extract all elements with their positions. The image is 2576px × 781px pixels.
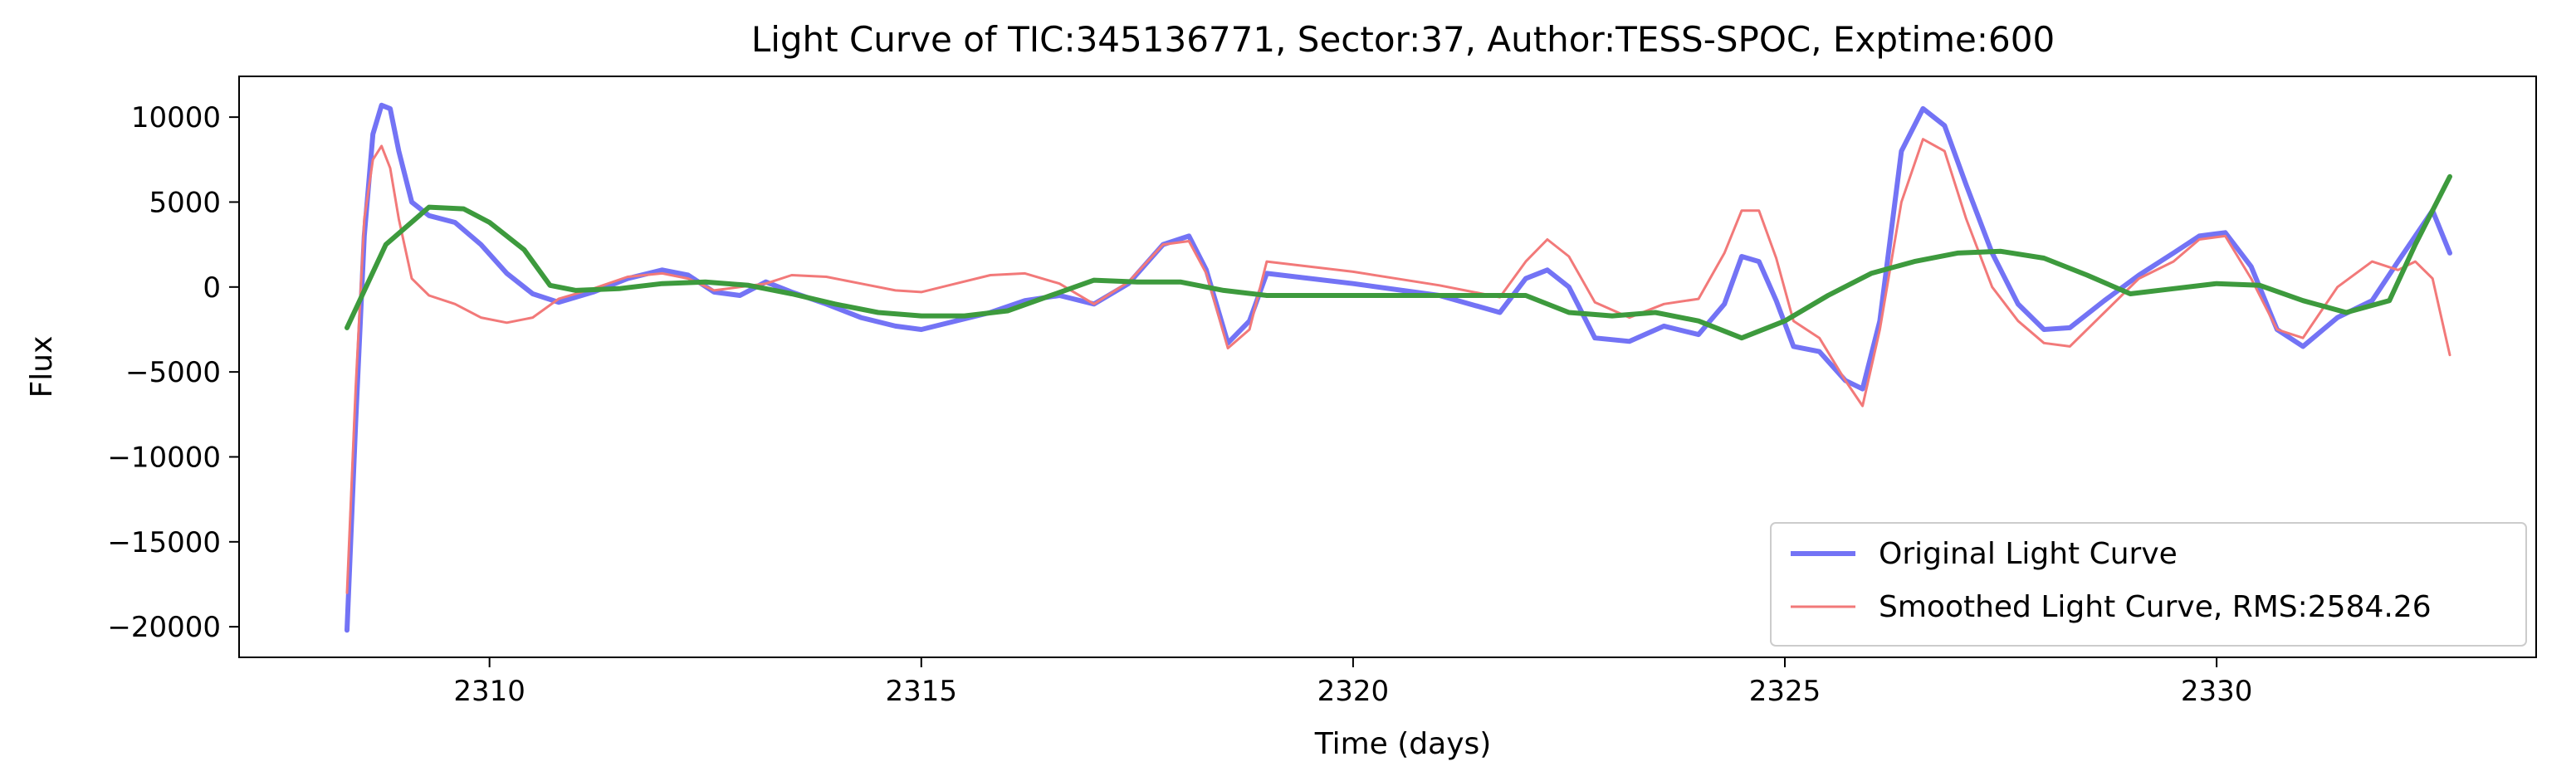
x-tick-label: 2325 <box>1749 675 1821 708</box>
y-tick-label: 5000 <box>149 186 221 219</box>
y-tick-label: −15000 <box>107 526 221 559</box>
legend-label-smoothed: Smoothed Light Curve, RMS:2584.26 <box>1879 590 2432 624</box>
y-tick-label: −10000 <box>107 441 221 474</box>
legend-box <box>1770 522 2527 647</box>
x-tick-label: 2320 <box>1317 675 1390 708</box>
x-tick-label: 2310 <box>453 675 525 708</box>
plot-series-group <box>345 102 2452 633</box>
x-tick-label: 2315 <box>886 675 958 708</box>
x-axis-label: Time (days) <box>1314 727 1492 761</box>
plot-frame <box>238 76 2537 658</box>
x-tick-label: 2330 <box>2181 675 2253 708</box>
legend: Original Light Curve Smoothed Light Curv… <box>1770 522 2527 647</box>
y-tick-label: −20000 <box>107 611 221 644</box>
y-tick-label: 0 <box>203 271 221 305</box>
y-tick-label: −5000 <box>125 356 221 389</box>
y-tick-label: 10000 <box>131 101 221 134</box>
chart-title: Light Curve of TIC:345136771, Sector:37,… <box>751 19 2055 60</box>
series-line-smoothed <box>345 138 2451 594</box>
series-line-trend <box>345 173 2452 341</box>
x-axis: 2310 2315 2320 2325 2330 <box>453 657 2252 708</box>
y-axis: 10000 5000 0 −5000 −10000 −15000 −20000 <box>107 101 239 644</box>
legend-label-original: Original Light Curve <box>1879 537 2178 571</box>
y-axis-label: Flux <box>25 336 59 398</box>
